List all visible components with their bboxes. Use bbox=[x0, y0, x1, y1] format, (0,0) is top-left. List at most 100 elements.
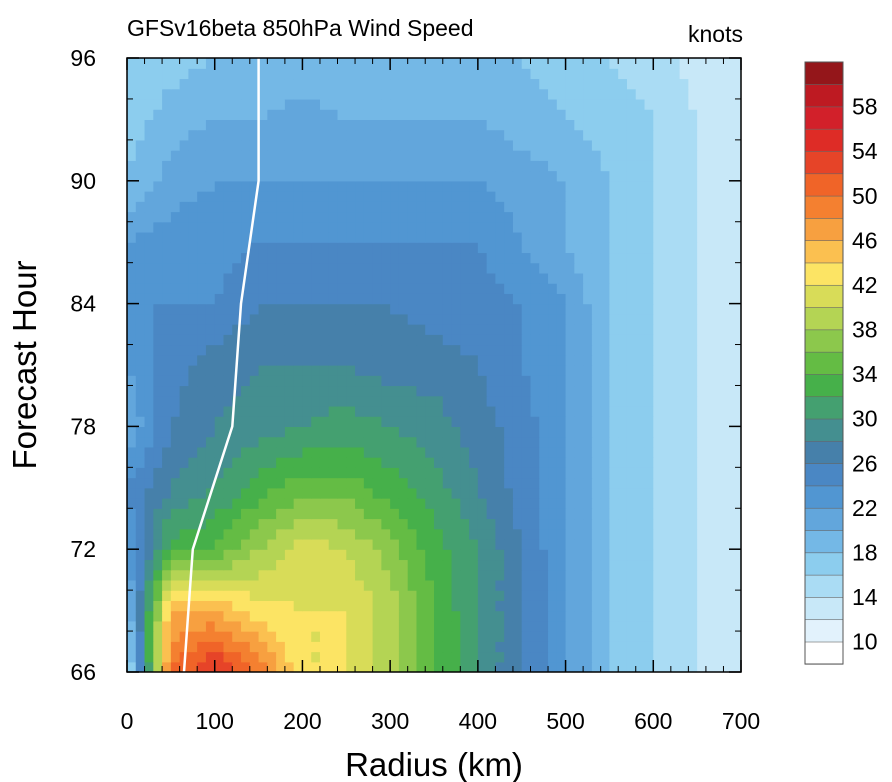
field-cell bbox=[214, 109, 225, 120]
field-cell bbox=[197, 293, 207, 305]
field-cell bbox=[170, 139, 181, 151]
field-cell bbox=[635, 365, 646, 376]
field-cell bbox=[205, 211, 216, 223]
field-cell bbox=[609, 344, 619, 356]
field-cell bbox=[477, 549, 488, 561]
field-cell bbox=[635, 467, 646, 479]
field-cell bbox=[249, 416, 260, 427]
field-cell bbox=[337, 528, 347, 540]
field-cell bbox=[153, 180, 163, 192]
field-cell bbox=[442, 661, 453, 672]
field-cell bbox=[495, 487, 505, 499]
field-cell bbox=[512, 487, 523, 499]
field-cell bbox=[179, 559, 189, 571]
field-cell bbox=[363, 129, 374, 141]
field-cell bbox=[258, 68, 268, 80]
field-cell bbox=[723, 293, 733, 305]
wind-speed-field bbox=[127, 58, 741, 672]
field-cell bbox=[153, 221, 163, 233]
field-cell bbox=[127, 129, 137, 141]
field-cell bbox=[539, 631, 549, 642]
field-cell bbox=[416, 242, 426, 254]
field-cell bbox=[530, 467, 540, 479]
field-cell bbox=[591, 508, 602, 520]
field-cell bbox=[425, 303, 435, 315]
field-cell bbox=[355, 231, 365, 243]
field-cell bbox=[197, 446, 207, 458]
colorbar-box bbox=[804, 217, 844, 241]
field-cell bbox=[723, 610, 733, 622]
field-cell bbox=[688, 170, 698, 182]
field-cell bbox=[346, 231, 356, 243]
field-cell bbox=[319, 231, 330, 243]
field-cell bbox=[249, 538, 260, 550]
field-cell bbox=[635, 119, 646, 131]
field-cell bbox=[284, 160, 295, 172]
field-cell bbox=[504, 324, 514, 335]
field-cell bbox=[530, 395, 540, 407]
field-cell bbox=[127, 150, 137, 161]
field-cell bbox=[197, 334, 207, 346]
field-cell bbox=[319, 436, 330, 448]
field-cell bbox=[398, 385, 409, 397]
field-cell bbox=[521, 88, 532, 100]
field-cell bbox=[337, 78, 347, 90]
field-cell bbox=[135, 610, 146, 622]
field-cell bbox=[284, 549, 295, 561]
field-cell bbox=[153, 88, 163, 100]
field-cell bbox=[644, 58, 654, 69]
field-cell bbox=[477, 620, 488, 632]
field-cell bbox=[170, 191, 181, 202]
field-cell bbox=[267, 538, 277, 550]
field-cell bbox=[355, 293, 365, 305]
field-cell bbox=[670, 191, 681, 202]
field-cell bbox=[714, 303, 725, 315]
field-cell bbox=[162, 631, 172, 642]
field-cell bbox=[670, 569, 681, 581]
field-cell bbox=[477, 487, 488, 499]
field-cell bbox=[512, 528, 523, 540]
field-cell bbox=[556, 436, 567, 448]
field-cell bbox=[723, 651, 733, 663]
field-cell bbox=[223, 385, 233, 397]
field-cell bbox=[495, 600, 505, 612]
field-cell bbox=[451, 242, 461, 254]
field-cell bbox=[302, 395, 312, 407]
field-cell bbox=[363, 600, 374, 612]
field-cell bbox=[328, 426, 339, 438]
field-cell bbox=[258, 354, 268, 366]
field-cell bbox=[328, 579, 339, 591]
field-cell bbox=[442, 180, 453, 192]
field-cell bbox=[618, 487, 628, 499]
field-cell bbox=[381, 191, 391, 202]
field-cell bbox=[319, 88, 330, 100]
field-cell bbox=[197, 426, 207, 438]
field-cell bbox=[407, 242, 418, 254]
field-cell bbox=[565, 324, 575, 335]
field-cell bbox=[381, 252, 391, 264]
field-cell bbox=[170, 457, 181, 468]
field-cell bbox=[144, 477, 154, 489]
field-cell bbox=[319, 395, 330, 407]
field-cell bbox=[600, 487, 611, 499]
field-cell bbox=[609, 354, 619, 366]
field-cell bbox=[144, 610, 154, 622]
field-cell bbox=[574, 201, 584, 213]
field-cell bbox=[679, 191, 689, 202]
field-cell bbox=[188, 579, 198, 591]
field-cell bbox=[223, 334, 233, 346]
field-cell bbox=[539, 446, 549, 458]
field-cell bbox=[205, 180, 216, 192]
field-cell bbox=[407, 620, 418, 632]
field-cell bbox=[644, 283, 654, 294]
field-cell bbox=[241, 78, 251, 90]
field-cell bbox=[398, 160, 409, 172]
field-cell bbox=[390, 467, 400, 479]
field-cell bbox=[635, 528, 646, 540]
field-cell bbox=[127, 252, 137, 264]
field-cell bbox=[521, 303, 532, 315]
field-cell bbox=[644, 139, 654, 151]
field-cell bbox=[355, 180, 365, 192]
field-cell bbox=[284, 221, 295, 233]
field-cell bbox=[337, 231, 347, 243]
